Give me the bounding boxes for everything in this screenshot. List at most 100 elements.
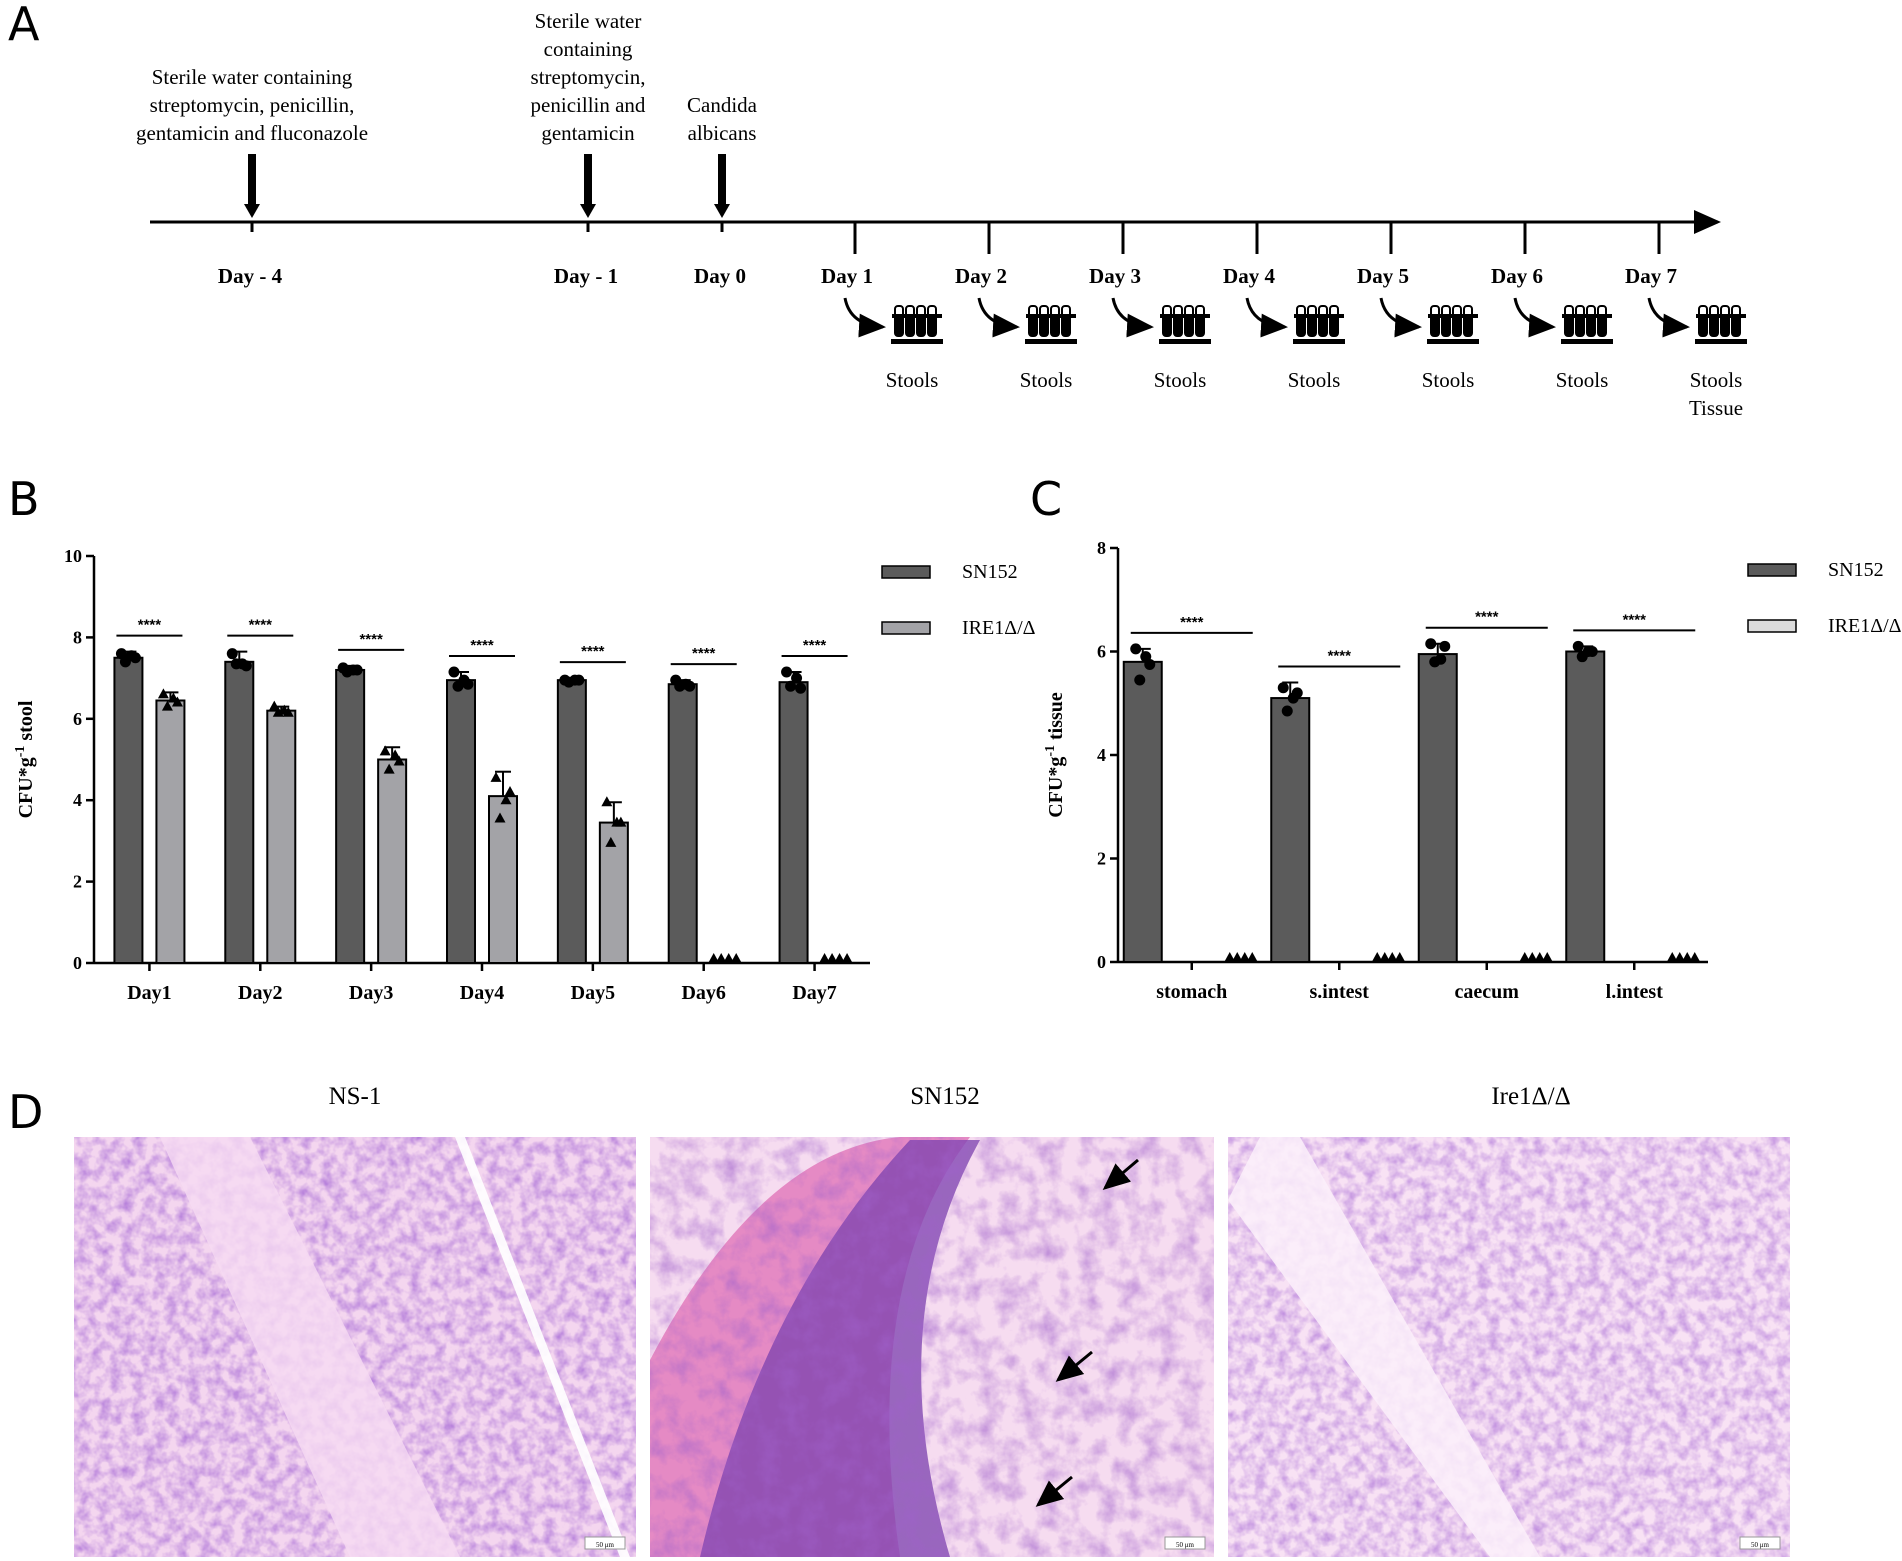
- significance-label: ****: [1328, 648, 1352, 665]
- legend-label: IRE1Δ/Δ: [962, 617, 1036, 639]
- rack-base: [891, 339, 943, 344]
- data-point: [1224, 952, 1236, 962]
- rack-base: [1427, 339, 1479, 344]
- histology-title-ns1: NS-1: [329, 1083, 382, 1110]
- tube-sample: [907, 318, 913, 335]
- rack-bar: [1160, 314, 1210, 318]
- timeline-day-label: Day 1: [821, 264, 873, 288]
- significance-label: ****: [803, 637, 827, 654]
- data-point: [458, 674, 470, 686]
- rack-bar: [1562, 314, 1612, 318]
- data-point: [781, 666, 793, 678]
- data-point: [278, 704, 290, 715]
- bar: [667, 683, 698, 965]
- x-tick-label: Day3: [349, 982, 393, 1004]
- curved-arrow: [977, 297, 1020, 338]
- curved-arrow: [843, 297, 886, 338]
- tube-sample: [1197, 318, 1203, 335]
- tube-sample: [1175, 318, 1181, 335]
- curved-arrow: [1647, 297, 1690, 338]
- curved-arrow: [1379, 297, 1422, 338]
- legend-label: SN152: [962, 561, 1018, 583]
- y-tick-label: 10: [64, 546, 82, 566]
- timeline-day-label: Day 7: [1625, 264, 1677, 288]
- data-point: [1582, 646, 1594, 657]
- tube-sample: [1298, 318, 1304, 335]
- data-point: [1379, 952, 1391, 962]
- data-point: [494, 812, 506, 823]
- data-point: [841, 953, 853, 963]
- curved-arrow: [1111, 297, 1154, 338]
- bar: [224, 660, 255, 964]
- tube-sample: [1733, 318, 1739, 335]
- legend-label: SN152: [1828, 559, 1884, 581]
- data-point: [1371, 952, 1383, 962]
- event-text: albicans: [688, 121, 757, 145]
- x-tick-label: caecum: [1455, 981, 1520, 1003]
- test-tube-rack-icon: [1293, 305, 1345, 344]
- data-point: [1130, 643, 1142, 655]
- data-point: [605, 836, 617, 847]
- event-arrow-shaft: [248, 154, 256, 206]
- scale-bar-label-3: 50 μm: [1751, 1541, 1770, 1549]
- legend-swatch: [881, 565, 931, 579]
- data-point: [1439, 640, 1451, 652]
- data-point: [383, 763, 395, 774]
- tube-sample: [1465, 318, 1471, 335]
- scale-bar-label-2: 50 μm: [1176, 1541, 1195, 1549]
- histology-image-ns1: 50 μm: [74, 1137, 636, 1557]
- chart-stool-cfu: 0 2 4 6 8 10 CFU*g-1 stool Day1 **** Day2 **** Day3…: [13, 546, 1036, 1004]
- data-point: [500, 794, 512, 805]
- y-axis-label: CFU*g-1 stool: [13, 700, 37, 818]
- significance-label: ****: [1475, 609, 1499, 626]
- tube-sample: [1566, 318, 1572, 335]
- event-arrow-head: [580, 204, 596, 218]
- event-arrow-shaft: [584, 154, 592, 206]
- bar: [1270, 697, 1311, 963]
- y-tick-label: 4: [73, 790, 82, 810]
- data-point: [1134, 674, 1146, 686]
- lesion-arrow-3: [1035, 1475, 1073, 1507]
- tube-sample: [1041, 318, 1047, 335]
- event-text: gentamicin and fluconazole: [136, 121, 368, 145]
- tube-sample: [1454, 318, 1460, 335]
- rack-base: [1293, 339, 1345, 344]
- bar: [113, 656, 144, 964]
- y-tick-label: 2: [1097, 849, 1106, 869]
- tube-sample: [1309, 318, 1315, 335]
- tube-sample: [1722, 318, 1728, 335]
- data-point: [791, 672, 803, 684]
- sample-label: Stools: [1690, 368, 1743, 392]
- test-tube-rack-icon: [1695, 305, 1747, 344]
- significance-label: ****: [249, 617, 273, 634]
- data-point: [1287, 692, 1299, 704]
- event-text: streptomycin,: [531, 65, 646, 89]
- x-tick-label: Day4: [460, 982, 504, 1004]
- tube-sample: [1577, 318, 1583, 335]
- tube-sample: [1320, 318, 1326, 335]
- data-point: [1239, 952, 1251, 962]
- data-point: [125, 650, 137, 662]
- rack-bar: [1294, 314, 1344, 318]
- data-point: [1541, 952, 1553, 962]
- test-tube-rack-icon: [1159, 305, 1211, 344]
- sample-label: Stools: [1288, 368, 1341, 392]
- event-text: Sterile water: [535, 9, 642, 33]
- data-point: [1246, 952, 1258, 962]
- event-text: penicillin and: [531, 93, 646, 117]
- timeline-day-label: Day - 1: [554, 264, 618, 288]
- tube-sample: [1443, 318, 1449, 335]
- tube-sample: [1164, 318, 1170, 335]
- y-tick-label: 2: [73, 872, 82, 892]
- timeline-day-label: Day 6: [1491, 264, 1543, 288]
- tube-sample: [1432, 318, 1438, 335]
- data-point: [1572, 640, 1584, 652]
- rack-base: [1561, 339, 1613, 344]
- timeline-day-label: Day 3: [1089, 264, 1141, 288]
- data-point: [1519, 952, 1531, 962]
- rack-bar: [1428, 314, 1478, 318]
- y-tick-label: 0: [1097, 952, 1106, 972]
- test-tube-rack-icon: [1427, 305, 1479, 344]
- significance-label: ****: [692, 645, 716, 662]
